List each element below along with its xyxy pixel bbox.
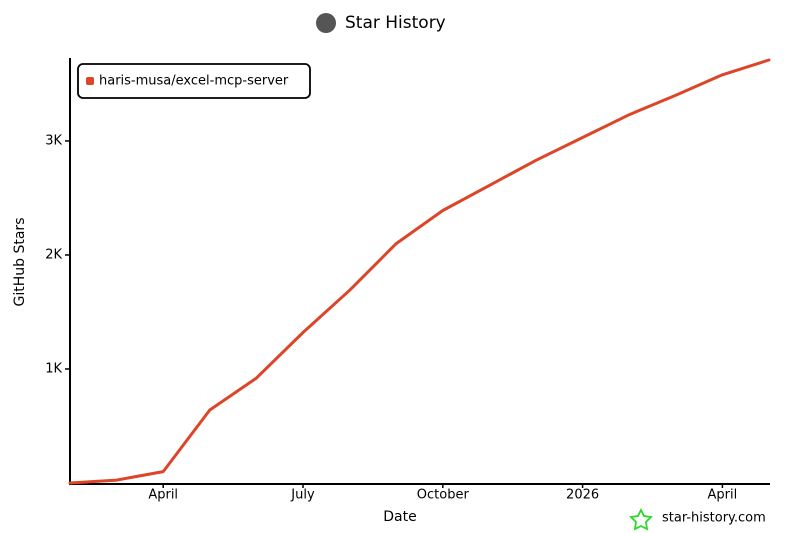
legend-swatch	[86, 77, 94, 85]
legend-box	[77, 63, 311, 99]
y-axis-label: GitHub Stars	[12, 218, 28, 307]
legend-text: haris-musa/excel-mcp-server	[99, 74, 289, 89]
series-line	[68, 58, 771, 485]
y-tick-label: 1K	[45, 361, 62, 376]
x-tick-label: July	[290, 488, 315, 503]
x-tick-label: 2026	[566, 488, 599, 503]
avatar	[316, 13, 336, 33]
y-tick-label: 3K	[45, 133, 62, 148]
x-tick-label: April	[708, 488, 738, 503]
x-tick-label: April	[148, 488, 178, 503]
watermark: star-history.com	[662, 511, 766, 526]
y-tick-label: 2K	[45, 247, 62, 262]
x-tick-label: October	[417, 488, 470, 503]
chart-title: Star History	[345, 13, 446, 33]
logo	[629, 507, 653, 531]
x-axis-label: Date	[383, 509, 416, 525]
